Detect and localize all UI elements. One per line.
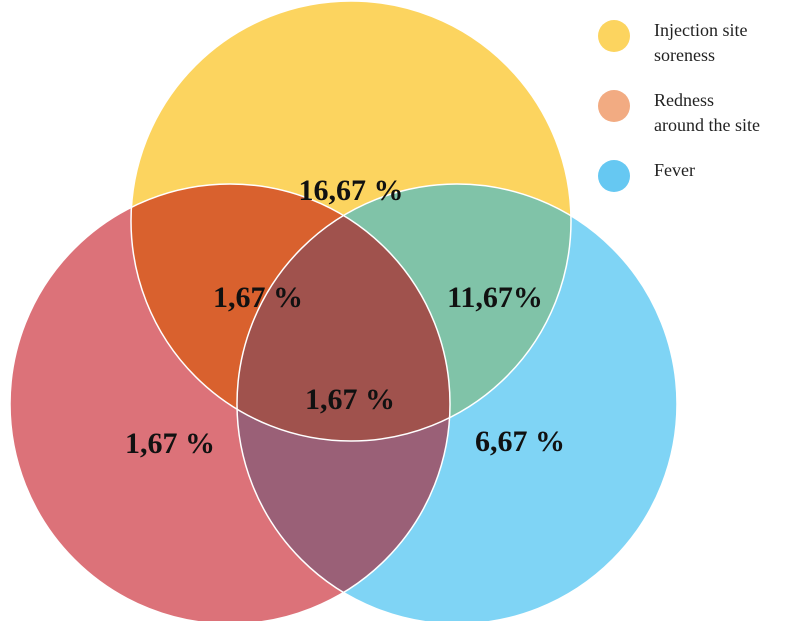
outline-fever (236, 183, 678, 621)
legend-label-soreness-line1: Injection site (654, 20, 748, 40)
legend-swatch-fever (598, 160, 630, 192)
legend-label-fever: Fever (654, 158, 695, 183)
legend-label-redness-line1: Redness (654, 90, 714, 110)
legend-swatch-soreness (598, 20, 630, 52)
legend-swatch-redness (598, 90, 630, 122)
legend-item-soreness: Injection site soreness (598, 18, 792, 68)
legend-label-soreness-line2: soreness (654, 45, 715, 65)
label-redness-only: 1,67 % (125, 427, 215, 460)
legend-item-fever: Fever (598, 158, 792, 192)
legend: Injection site soreness Redness around t… (598, 18, 792, 192)
label-soreness-only: 16,67 % (299, 174, 404, 207)
legend-item-redness: Redness around the site (598, 88, 792, 138)
label-all-three: 1,67 % (305, 383, 395, 416)
label-fever-only: 6,67 % (475, 425, 565, 458)
outline-redness (9, 183, 451, 621)
overlap-all (237, 184, 450, 441)
legend-label-soreness: Injection site soreness (654, 18, 747, 68)
outline-soreness (130, 0, 572, 442)
legend-label-redness-line2: around the site (654, 115, 760, 135)
legend-label-redness: Redness around the site (654, 88, 760, 138)
legend-label-fever-line1: Fever (654, 160, 695, 180)
label-soreness-redness: 1,67 % (213, 281, 303, 314)
label-soreness-fever: 11,67% (447, 281, 543, 314)
